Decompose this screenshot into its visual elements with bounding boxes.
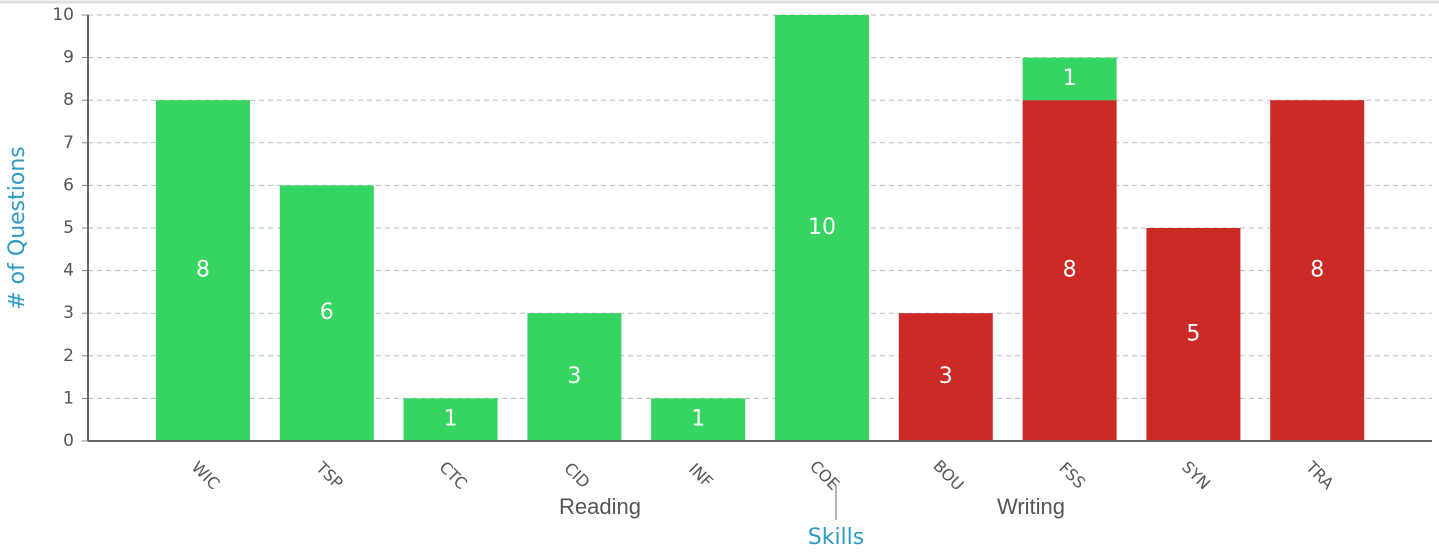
- bar-value-label: 3: [567, 364, 581, 389]
- bar-value-label: 1: [1063, 66, 1077, 91]
- bar-value-label: 6: [320, 300, 334, 325]
- bar-value-label: 5: [1186, 322, 1200, 347]
- y-tick-label: 5: [63, 218, 74, 238]
- y-tick-label: 10: [52, 5, 74, 25]
- bar-value-label: 1: [691, 407, 705, 432]
- y-tick-label: 0: [63, 431, 74, 451]
- bar-segment: [1270, 100, 1365, 441]
- bar-segment: [403, 398, 498, 441]
- bar-segment: [1022, 57, 1117, 101]
- bar-segment: [156, 100, 250, 441]
- y-tick-label: 9: [63, 48, 74, 68]
- bar-value-label: 8: [1063, 258, 1077, 283]
- group-label: Writing: [997, 494, 1065, 519]
- y-tick-label: 6: [63, 175, 74, 195]
- x-tick-label: INF: [685, 459, 717, 491]
- y-tick-label: 1: [63, 388, 74, 408]
- x-tick-label: TSP: [312, 457, 347, 492]
- x-tick-label: WIC: [188, 457, 224, 493]
- y-tick-label: 8: [63, 90, 74, 110]
- bar-value-label: 3: [939, 364, 953, 389]
- x-tick-label: CID: [560, 459, 593, 492]
- y-tick-label: 7: [63, 133, 74, 153]
- x-axis-title: Skills: [808, 525, 865, 550]
- x-tick-label: COE: [806, 457, 843, 494]
- bar-value-label: 8: [1310, 258, 1324, 283]
- bar-value-label: 8: [196, 258, 210, 283]
- y-tick-label: 4: [63, 261, 74, 281]
- group-label: Reading: [559, 494, 641, 519]
- x-tick-label: FSS: [1055, 458, 1089, 492]
- x-tick-label: BOU: [929, 456, 967, 494]
- bar-value-label: 10: [808, 215, 836, 240]
- x-tick-label: SYN: [1178, 457, 1214, 493]
- bar-segment: [279, 185, 374, 441]
- bar-segment: [651, 398, 746, 441]
- bar-segment: [775, 15, 869, 441]
- bar-value-label: 1: [444, 407, 458, 432]
- y-tick-label: 2: [63, 346, 74, 366]
- bar-segment: [1022, 100, 1117, 441]
- y-axis-title: # of Questions: [5, 146, 30, 310]
- x-tick-label: TRA: [1301, 457, 1337, 493]
- bar-segment: [898, 313, 993, 441]
- bar-segment: [1146, 228, 1241, 441]
- bar-segment: [527, 313, 622, 441]
- y-tick-label: 3: [63, 303, 74, 323]
- x-tick-label: CTC: [436, 458, 471, 493]
